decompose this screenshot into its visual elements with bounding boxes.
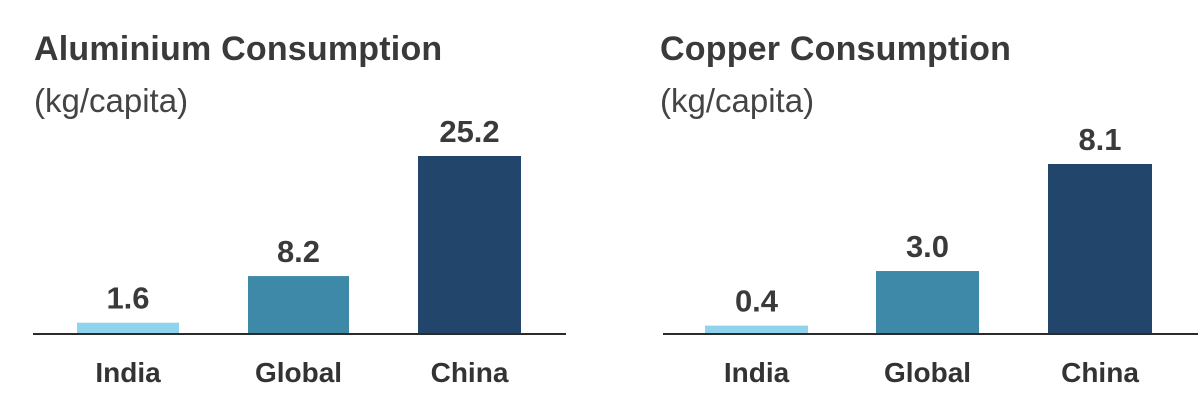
bar-china <box>418 156 521 334</box>
bar-india <box>77 322 179 334</box>
bar-value-label: 8.2 <box>277 234 320 269</box>
category-label: China <box>1061 357 1139 388</box>
aluminium-chart-panel: Aluminium Consumption (kg/capita) 1.6 Ind… <box>33 30 566 388</box>
chart-subtitle: (kg/capita) <box>660 82 815 119</box>
category-label: China <box>431 357 509 388</box>
bar-value-label: 25.2 <box>439 114 499 149</box>
bar-value-label: 0.4 <box>735 284 779 319</box>
chart-subtitle: (kg/capita) <box>34 82 189 119</box>
chart-title: Aluminium Consumption <box>34 30 443 68</box>
category-label: India <box>95 357 161 388</box>
chart-title: Copper Consumption <box>660 30 1012 68</box>
bar-china <box>1048 164 1152 334</box>
copper-chart-panel: Copper Consumption (kg/capita) 0.4 India 3… <box>630 0 1200 418</box>
bar-global <box>248 276 349 334</box>
bar-value-label: 8.1 <box>1078 122 1121 157</box>
bar-india <box>705 325 808 334</box>
bar-value-label: 1.6 <box>106 281 149 316</box>
aluminium-bar-chart: 1.6 India 8.2 Global 25.2 China <box>33 114 566 388</box>
bar-value-label: 3.0 <box>906 229 949 264</box>
category-label: India <box>724 357 790 388</box>
category-label: Global <box>884 357 971 388</box>
category-label: Global <box>255 357 342 388</box>
copper-bar-chart: 0.4 India 3.0 Global 8.1 China <box>663 122 1198 388</box>
bar-global <box>876 271 979 334</box>
